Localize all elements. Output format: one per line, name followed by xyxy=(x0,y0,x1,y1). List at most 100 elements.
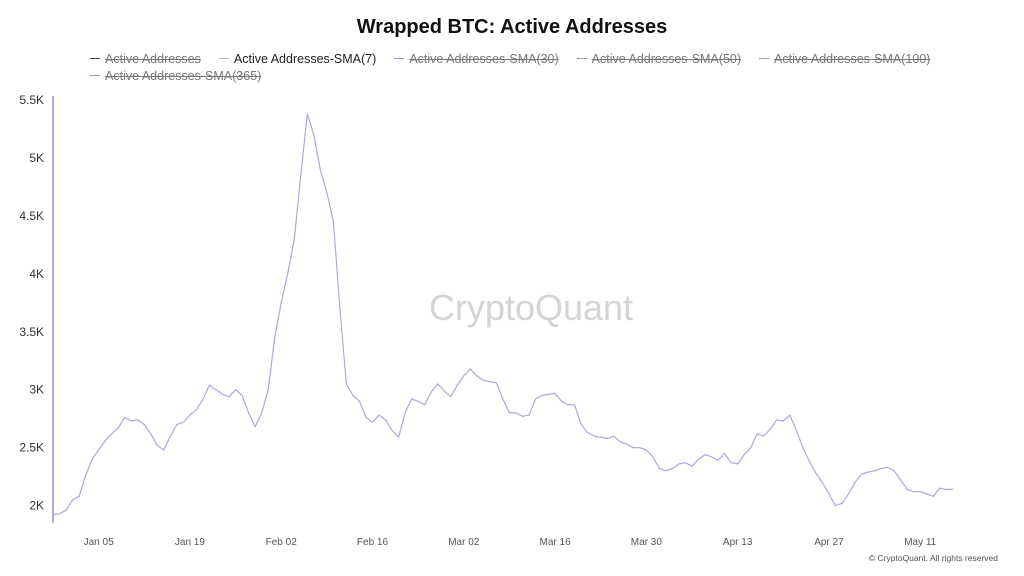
legend-label: Active Addresses-SMA(7) xyxy=(233,51,377,66)
data-point xyxy=(450,396,452,398)
data-point xyxy=(482,379,484,382)
data-point xyxy=(906,488,908,490)
data-point xyxy=(443,390,445,392)
data-point xyxy=(339,308,341,310)
legend-item[interactable]: Active Addresses-SMA(50) xyxy=(576,51,742,66)
data-point xyxy=(776,419,778,421)
data-point xyxy=(391,429,393,431)
data-point xyxy=(737,463,739,465)
data-point xyxy=(587,432,589,434)
data-point xyxy=(515,412,517,414)
chart-title: Wrapped BTC: Active Addresses xyxy=(356,16,668,38)
data-point xyxy=(345,383,348,385)
data-point xyxy=(280,302,282,304)
y-tick-label: 5K xyxy=(29,151,44,165)
data-point xyxy=(163,449,165,451)
data-point xyxy=(815,472,817,474)
data-point xyxy=(378,414,380,416)
data-point xyxy=(104,440,106,442)
data-point xyxy=(352,394,354,397)
legend-item[interactable]: Active Addresses-SMA(30) xyxy=(394,52,559,66)
data-point xyxy=(678,463,680,465)
data-point xyxy=(802,447,804,449)
data-point xyxy=(697,458,700,460)
data-point xyxy=(854,481,856,484)
legend-item[interactable]: Active Addresses-SMA(365) xyxy=(90,69,261,83)
data-point xyxy=(665,470,667,472)
data-point xyxy=(782,420,784,422)
data-point xyxy=(756,433,758,435)
legend-item[interactable]: Active Addresses xyxy=(90,52,201,66)
legend-swatch xyxy=(576,58,587,59)
data-point xyxy=(763,435,765,437)
data-point xyxy=(632,447,634,449)
legend-label: Active Addresses-SMA(365) xyxy=(105,68,262,83)
data-point xyxy=(541,394,543,397)
data-point xyxy=(495,382,497,384)
data-point xyxy=(619,441,621,443)
data-point xyxy=(554,392,556,394)
legend-swatch xyxy=(218,58,229,59)
chart-legend: Active Addresses Active Addresses-SMA(7) A… xyxy=(90,50,990,84)
data-point xyxy=(65,509,67,511)
data-point xyxy=(274,336,276,339)
data-point xyxy=(932,495,934,497)
data-point xyxy=(939,487,941,489)
data-point xyxy=(182,421,185,423)
data-point xyxy=(926,493,928,495)
x-tick-label: May 11 xyxy=(904,537,936,548)
data-point xyxy=(326,192,328,194)
data-point xyxy=(945,488,947,490)
x-tick-label: Mar 30 xyxy=(631,537,663,548)
data-point xyxy=(332,221,334,223)
data-point xyxy=(841,502,843,504)
data-point xyxy=(98,449,100,451)
data-point xyxy=(52,514,54,516)
data-point xyxy=(489,381,491,383)
data-point xyxy=(91,458,93,460)
legend-item[interactable]: Active Addresses-SMA(100) xyxy=(759,52,930,66)
legend-label: Active Addresses-SMA(50) xyxy=(591,51,742,66)
data-point xyxy=(261,412,263,414)
data-point xyxy=(85,474,87,477)
legend-row: Active Addresses Active Addresses-SMA(7) A… xyxy=(90,50,990,67)
data-point xyxy=(789,414,791,416)
data-point xyxy=(652,456,654,458)
data-point xyxy=(613,435,615,437)
data-point xyxy=(221,393,224,395)
data-point xyxy=(215,389,217,391)
data-point xyxy=(593,435,595,437)
data-point xyxy=(397,436,400,438)
data-point xyxy=(358,400,361,402)
data-point xyxy=(456,384,458,386)
legend-swatch xyxy=(394,58,405,59)
data-point xyxy=(821,481,824,484)
x-tick-label: Feb 02 xyxy=(266,537,298,548)
x-tick-label: Jan 19 xyxy=(175,537,205,548)
legend-item[interactable]: Active Addresses-SMA(7) xyxy=(218,51,377,66)
data-point xyxy=(189,414,191,416)
x-tick-label: Apr 27 xyxy=(814,537,844,548)
data-point xyxy=(156,444,158,446)
data-point xyxy=(534,398,537,400)
data-point xyxy=(319,168,321,171)
x-tick-label: Feb 16 xyxy=(357,537,389,548)
legend-swatch xyxy=(90,58,100,59)
data-point xyxy=(169,435,171,437)
data-point xyxy=(371,421,374,423)
data-point xyxy=(78,495,80,497)
y-tick-label: 3.5K xyxy=(19,325,44,339)
data-point xyxy=(176,423,178,426)
data-point xyxy=(228,396,230,398)
data-point xyxy=(808,460,810,463)
data-point xyxy=(202,398,204,400)
data-point xyxy=(528,414,530,416)
data-point xyxy=(111,433,113,435)
data-point xyxy=(547,393,550,395)
data-point xyxy=(476,375,478,377)
data-point xyxy=(952,488,954,490)
data-point xyxy=(248,412,250,414)
y-tick-label: 4.5K xyxy=(19,209,44,223)
legend-label: Active Addresses-SMA(100) xyxy=(774,51,931,66)
